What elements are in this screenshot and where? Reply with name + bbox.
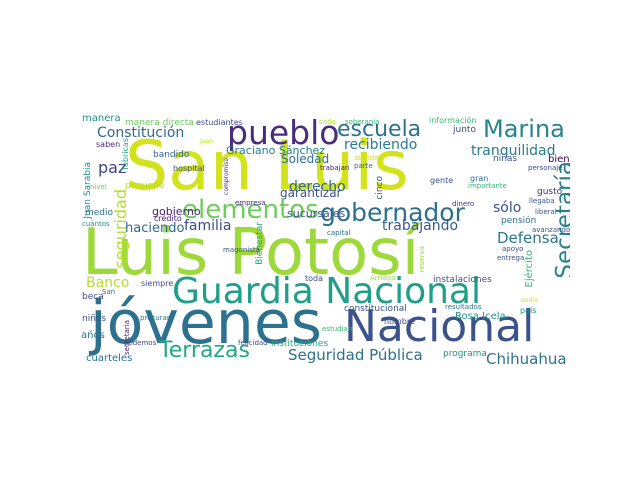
word-dinero: dinero (452, 200, 475, 208)
word-cinco: cinco (375, 176, 385, 200)
word-seguridad-publica: Seguridad Pública (288, 346, 423, 364)
word-ninas: niñas (493, 154, 518, 164)
word-jovenes: jóvenes (90, 288, 323, 358)
word-trabajando: trabajando (382, 218, 459, 234)
word-reserva: reserva (418, 246, 426, 273)
word-san-small: San (102, 288, 116, 296)
word-tranquilidad: tranquilidad (471, 143, 556, 159)
word-juan-sarabia: Juan Sarabia (83, 162, 93, 219)
word-importante: importante (468, 182, 507, 190)
word-solo: sólo (493, 200, 522, 216)
word-pension: pensión (501, 216, 537, 226)
word-empresa: empresa (235, 199, 266, 207)
word-estudian: estudian (322, 325, 353, 333)
word-ejercito: Ejército (524, 250, 535, 288)
word-podemos: podemos (124, 339, 157, 347)
word-soberania: soberanía (345, 118, 380, 126)
word-anos: años (81, 330, 105, 341)
word-pueblo: pueblo (227, 113, 340, 152)
word-gran: gran (470, 174, 489, 183)
word-paz: paz (98, 158, 127, 177)
word-derecho: derecho (289, 179, 346, 195)
word-llegaba: llegaba (529, 197, 555, 205)
word-rosa-icela: Rosa Icela (455, 311, 506, 322)
word-parte: parte (354, 162, 373, 170)
word-estudiantes: estudiantes (196, 118, 243, 127)
word-chihuahua: Chihuahua (486, 350, 567, 367)
word-magonista: magonista (223, 246, 260, 254)
word-pais: país (520, 306, 537, 315)
word-manera-directa: manera directa (125, 118, 194, 128)
word-cada: cada (319, 118, 336, 126)
word-apoyo: apoyo (502, 245, 524, 253)
word-siempre: siempre (141, 279, 174, 288)
word-juan: Juan (200, 138, 214, 145)
word-bien: bien (548, 154, 570, 165)
word-nacional: Nacional (344, 301, 535, 352)
word-resultados: resultados (445, 303, 482, 311)
word-instalaciones: instalaciones (433, 275, 492, 285)
word-beca: beca (82, 292, 104, 302)
word-saben: saben (96, 140, 121, 149)
word-podia: podía (521, 297, 538, 304)
word-felicidad: felicidad (238, 339, 268, 347)
word-defensa: Defensa (497, 229, 559, 247)
word-bienestar: Bienestar (255, 222, 265, 265)
word-graciano: Graciano Sánchez (226, 144, 326, 157)
word-informacion: información (429, 116, 477, 125)
word-haciendo: haciendo (125, 221, 185, 236)
word-san-luis: San Luis (125, 127, 409, 206)
word-cuantos: cuántos (82, 220, 110, 228)
word-medio: medio (85, 208, 114, 218)
word-cloud: San Luis Luis Potosí jóvenes Nacional Guardi… (80, 113, 570, 367)
word-luis-potosi: Luis Potosí (82, 216, 420, 290)
word-capital: capital (327, 229, 351, 237)
word-hombre: hombre (384, 317, 415, 326)
word-instituciones: instituciones (271, 339, 329, 349)
word-ninos: niños (82, 314, 107, 324)
word-recibiendo: recibiendo (344, 137, 418, 153)
word-guardia-nacional: Guardia Nacional (172, 271, 481, 312)
word-sucursales: sucursales (287, 207, 346, 220)
word-elementos: elementos (182, 195, 319, 225)
word-toda: toda (305, 274, 324, 283)
word-cuarteles: cuarteles (86, 353, 133, 364)
word-manera: manera (82, 113, 121, 124)
word-secretaria-small: secretaria (123, 320, 131, 355)
word-procurar: procurar (140, 314, 170, 322)
word-compromiso: compromiso (223, 158, 230, 195)
word-garantizar: garantizar (280, 186, 342, 200)
word-escuela: escuela (337, 117, 422, 142)
word-trabajan: trabajan (320, 164, 350, 172)
word-entrega: entrega (497, 254, 525, 262)
word-gobernador: gobernador (320, 198, 465, 227)
word-gobierno: gobierno (152, 205, 201, 218)
word-terrazas: Terrazas (159, 338, 250, 363)
word-constitucional: constitucional (344, 304, 407, 314)
word-soledad: Soledad (281, 152, 330, 166)
word-gente: gente (430, 176, 454, 185)
word-personaje: personaje (528, 164, 563, 172)
word-bandido: bandido (153, 150, 190, 160)
word-programa: programa (443, 349, 487, 359)
word-fabricas: fábricas (121, 138, 130, 170)
word-banco: Banco (86, 275, 130, 291)
word-marina: Marina (483, 115, 565, 143)
word-avanzando: avanzando (532, 226, 570, 234)
word-secretaria-big: Secretaría (552, 161, 570, 279)
word-atender: atender (354, 154, 382, 162)
word-familia: familia (184, 218, 232, 234)
word-gusto: gusto (537, 187, 563, 197)
word-pequena: pequeña (125, 181, 165, 191)
word-nivel: nivel (90, 183, 107, 191)
word-constitucion: Constitución (97, 125, 185, 141)
word-liberal: liberal (535, 208, 557, 216)
word-arriaga: Arriaga (370, 274, 396, 282)
word-credito: crédito (154, 214, 182, 223)
word-hospital: hospital (173, 164, 205, 173)
word-junto: junto (453, 125, 476, 135)
